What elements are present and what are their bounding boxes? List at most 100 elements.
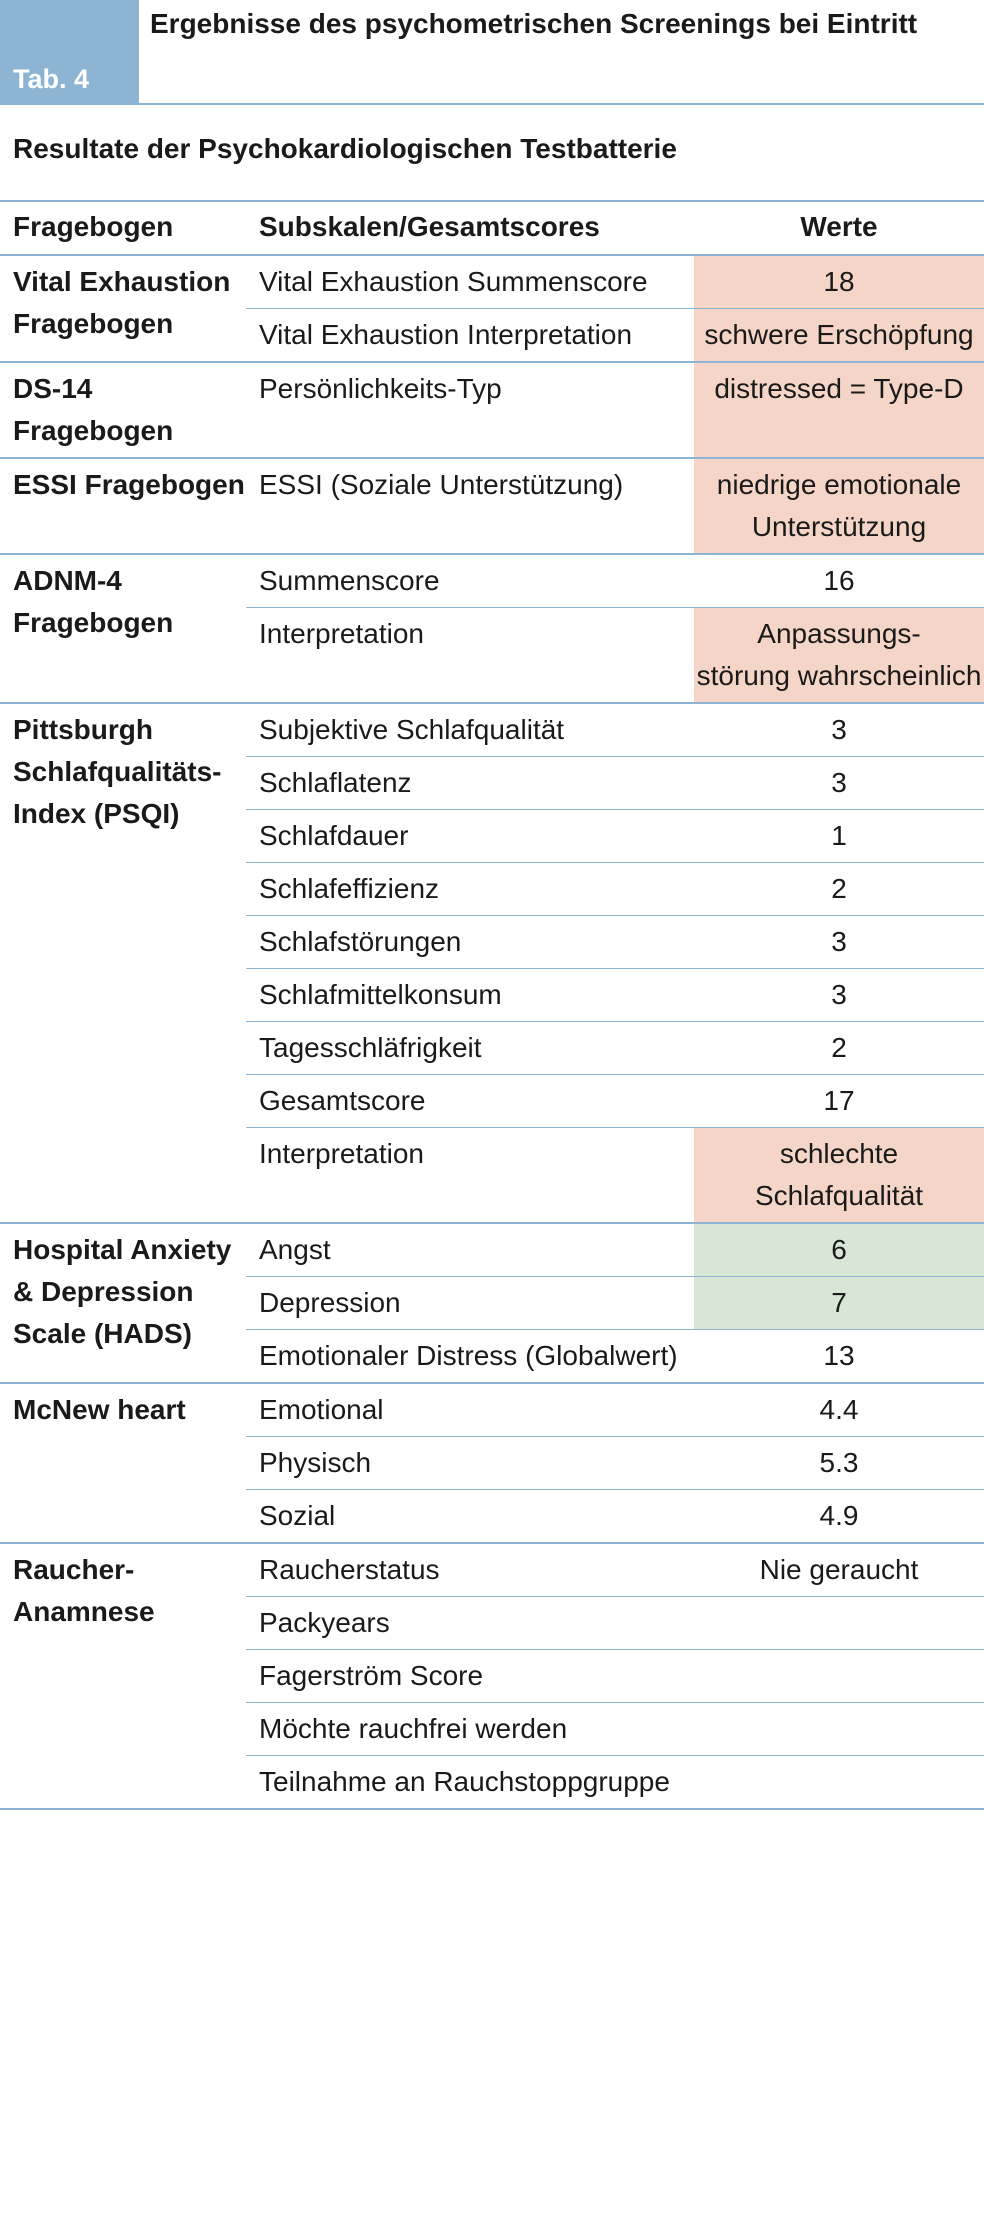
questionnaire-group: ESSI Fragebogen ESSI (Soziale Unterstützu… [0,458,984,554]
table-row: Schlafdauer 1 [0,809,984,863]
subscale-cell: Emotionaler Distress (Globalwert) [246,1329,694,1383]
table-row: Depression 7 [0,1276,984,1330]
subscale-cell: Depression [246,1276,694,1330]
subscale-cell: Persönlichkeits-Typ [259,373,502,404]
subscale-cell: Vital Exhaustion Summenscore [259,266,648,297]
questionnaire-name: ESSI Fragebogen [13,469,245,500]
value-cell: 4.4 [819,1394,859,1425]
value-cell: 3 [694,756,984,810]
table-row: Gesamtscore 17 [0,1074,984,1128]
subscale-cell: Gesamtscore [246,1074,694,1128]
results-table: Fragebogen Subskalen/Gesamtscores Werte … [0,200,984,1810]
subscale-cell: Emotional [259,1394,384,1425]
value-cell: 18 [694,255,984,309]
table-row: Raucher- Anamnese Raucherstatus Nie gerauch… [0,1543,984,1627]
value-cell: 7 [694,1276,984,1330]
table-row: Packyears [0,1596,984,1650]
questionnaire-name: Vital Exhaustion Fragebogen [13,266,231,339]
subscale-cell: Schlafdauer [246,809,694,863]
value-cell: 4.9 [694,1489,984,1543]
value-cell [694,1702,984,1756]
table-header: Fragebogen Subskalen/Gesamtscores Werte [0,201,984,255]
value-cell: 6 [694,1223,984,1277]
questionnaire-name: Pittsburgh Schlafqualitäts-Index (PSQI) [13,714,222,829]
table-row: Physisch 5.3 [0,1436,984,1490]
column-header-questionnaire: Fragebogen [13,211,174,242]
value-cell: distressed = Type-D [694,362,984,458]
questionnaire-group: Vital Exhaustion Fragebogen Vital Exhaust… [0,255,984,362]
subscale-cell: Schlafstörungen [246,915,694,969]
value-cell: Anpassungs-störung wahrscheinlich [694,607,984,703]
subscale-cell: Sozial [246,1489,694,1543]
value-cell: 3 [694,915,984,969]
table-number-label: Tab. 4 [0,0,139,103]
table-row: Möchte rauchfrei werden [0,1702,984,1756]
subscale-cell: Tagesschläfrigkeit [246,1021,694,1075]
value-cell [694,1596,984,1650]
subscale-cell: Schlafmittelkonsum [246,968,694,1022]
section-title: Resultate der Psychokardiologischen Test… [13,133,677,164]
questionnaire-name: McNew heart [13,1394,186,1425]
table-row: Teilnahme an Rauchstoppgruppe [0,1755,984,1809]
questionnaire-group: Hospital Anxiety & Depression Scale (HAD… [0,1223,984,1383]
table-row: Pittsburgh Schlafqualitäts-Index (PSQI) S… [0,703,984,829]
subscale-cell: Subjektive Schlafqualität [259,714,565,745]
questionnaire-group: McNew heart Emotional 4.4 Physisch 5.3 Sozial… [0,1383,984,1543]
subscale-cell: Schlaflatenz [246,756,694,810]
value-cell: 17 [694,1074,984,1128]
title-divider [0,103,984,105]
header-row: Fragebogen Subskalen/Gesamtscores Werte [0,201,984,255]
table-row: Schlafeffizienz 2 [0,862,984,916]
table-row: ADNM-4 Fragebogen Summenscore 16 [0,554,984,638]
subscale-cell: Möchte rauchfrei werden [246,1702,694,1756]
subscale-cell: Packyears [246,1596,694,1650]
value-cell: 16 [823,565,855,596]
value-cell: schlechte Schlafqualität [694,1127,984,1223]
questionnaire-group: DS-14 Fragebogen Persönlichkeits-Typ distr… [0,362,984,458]
value-cell: 1 [694,809,984,863]
table-row: Fagerström Score [0,1649,984,1703]
table-row: McNew heart Emotional 4.4 [0,1383,984,1437]
questionnaire-group: Raucher- Anamnese Raucherstatus Nie gerauch… [0,1543,984,1809]
table-row: Interpretation schlechte Schlafqualität [0,1127,984,1223]
value-cell: niedrige emotionale Unterstützung [694,458,984,554]
value-cell: 3 [831,714,847,745]
subscale-cell: Interpretation [246,1127,694,1223]
value-cell: 13 [694,1329,984,1383]
column-header-value: Werte [800,211,878,242]
questionnaire-name: Hospital Anxiety & Depression Scale (HAD… [13,1234,232,1349]
table-row: Schlafmittelkonsum 3 [0,968,984,1022]
subscale-cell: Physisch [246,1436,694,1490]
subscale-cell: Angst [259,1234,331,1265]
subscale-cell: Schlafeffizienz [246,862,694,916]
table-row: DS-14 Fragebogen Persönlichkeits-Typ distr… [0,362,984,458]
value-cell: schwere Erschöpfung [694,308,984,362]
value-cell: 5.3 [694,1436,984,1490]
questionnaire-name: ADNM-4 Fragebogen [13,565,174,638]
value-cell [694,1649,984,1703]
value-cell: 3 [694,968,984,1022]
table-row: Vital Exhaustion Fragebogen Vital Exhaust… [0,255,984,339]
table-row: Schlafstörungen 3 [0,915,984,969]
table-row: Sozial 4.9 [0,1489,984,1543]
subscale-cell: Interpretation [246,607,694,703]
subscale-cell: Fagerström Score [246,1649,694,1703]
value-cell: 2 [694,862,984,916]
table-row: Emotionaler Distress (Globalwert) 13 [0,1329,984,1383]
table-row: Hospital Anxiety & Depression Scale (HAD… [0,1223,984,1349]
table-row: Schlaflatenz 3 [0,756,984,810]
value-cell [694,1755,984,1809]
questionnaire-group: Pittsburgh Schlafqualitäts-Index (PSQI) S… [0,703,984,1223]
value-cell: 2 [694,1021,984,1075]
subscale-cell: Teilnahme an Rauchstoppgruppe [246,1755,694,1809]
questionnaire-name: Raucher- Anamnese [13,1554,155,1627]
subscale-cell: Vital Exhaustion Interpretation [246,308,694,362]
table-row: Tagesschläfrigkeit 2 [0,1021,984,1075]
questionnaire-name: DS-14 Fragebogen [13,373,174,446]
table-title: Ergebnisse des psychometrischen Screenin… [150,8,918,39]
table-row: Interpretation Anpassungs-störung wahrsch… [0,607,984,703]
subscale-cell: ESSI (Soziale Unterstützung) [259,469,624,500]
table-row: Vital Exhaustion Interpretation schwere E… [0,308,984,362]
subscale-cell: Summenscore [259,565,440,596]
subscale-cell: Raucherstatus [259,1554,440,1585]
